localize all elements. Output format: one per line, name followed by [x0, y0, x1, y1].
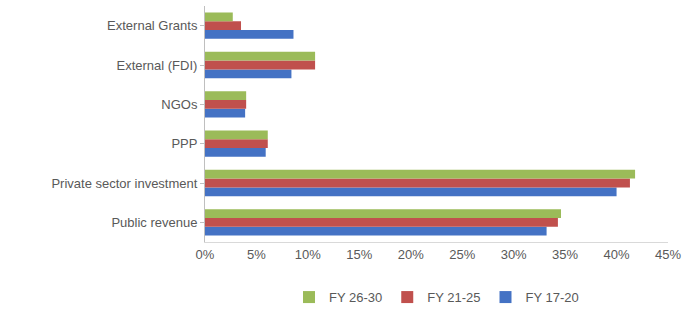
svg-text:PPP: PPP	[171, 136, 197, 151]
svg-text:25%: 25%	[449, 247, 475, 262]
svg-text:40%: 40%	[604, 247, 630, 262]
svg-text:Public revenue: Public revenue	[111, 215, 197, 230]
svg-text:FY 17-20: FY 17-20	[526, 290, 579, 305]
svg-text:30%: 30%	[501, 247, 527, 262]
svg-text:0%: 0%	[196, 247, 215, 262]
svg-text:35%: 35%	[552, 247, 578, 262]
svg-text:15%: 15%	[346, 247, 372, 262]
svg-text:5%: 5%	[247, 247, 266, 262]
svg-text:External Grants: External Grants	[107, 18, 198, 33]
svg-text:10%: 10%	[295, 247, 321, 262]
svg-text:Private sector investment: Private sector investment	[51, 176, 197, 191]
svg-text:FY 26-30: FY 26-30	[329, 290, 382, 305]
svg-text:45%: 45%	[655, 247, 681, 262]
svg-text:NGOs: NGOs	[161, 97, 198, 112]
svg-text:External (FDI): External (FDI)	[116, 58, 197, 73]
svg-text:FY 21-25: FY 21-25	[427, 290, 480, 305]
svg-text:20%: 20%	[398, 247, 424, 262]
